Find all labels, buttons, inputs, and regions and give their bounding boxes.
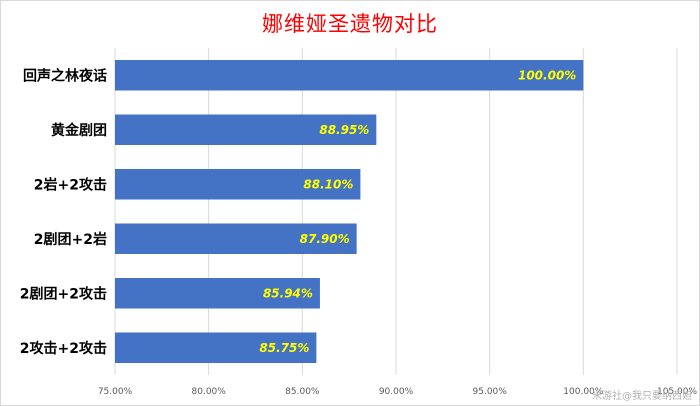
grid-lines	[114, 48, 678, 375]
x-tick-label: 85.00%	[285, 387, 320, 397]
data-label: 87.90%	[300, 232, 350, 246]
category-label: 2剧团+2岩	[34, 231, 107, 248]
data-label: 88.95%	[319, 123, 369, 137]
bar	[115, 277, 320, 309]
category-label: 2剧团+2攻击	[20, 285, 107, 302]
bar	[115, 114, 377, 146]
bar	[115, 168, 361, 200]
x-tick-label: 100.00%	[563, 387, 603, 397]
x-tick-label: 105.00%	[657, 387, 697, 397]
bar	[115, 332, 317, 364]
data-label: 85.75%	[259, 341, 309, 355]
watermark: 米游社@我只要纳西妲	[592, 391, 692, 402]
bars: 100.00% 88.95% 88.10% 87.90% 85.94% 85.75%	[115, 59, 584, 364]
x-tick-labels: 75.00% 80.00% 85.00% 90.00% 95.00% 100.00% 105…	[98, 387, 698, 397]
category-label: 2岩+2攻击	[34, 176, 107, 193]
category-label: 回声之林夜话	[23, 67, 107, 84]
data-label: 100.00%	[518, 68, 576, 82]
data-label: 85.94%	[263, 286, 313, 300]
chart-title: 娜维娅圣遗物对比	[262, 12, 438, 36]
bar	[115, 223, 357, 255]
x-tick-label: 90.00%	[379, 387, 414, 397]
data-label: 88.10%	[303, 177, 353, 191]
x-tick-label: 80.00%	[192, 387, 227, 397]
x-tick-label: 75.00%	[98, 387, 133, 397]
category-label: 2攻击+2攻击	[20, 340, 107, 357]
bar	[115, 59, 584, 91]
x-tick-label: 95.00%	[473, 387, 508, 397]
category-label: 黄金剧团	[51, 122, 107, 139]
